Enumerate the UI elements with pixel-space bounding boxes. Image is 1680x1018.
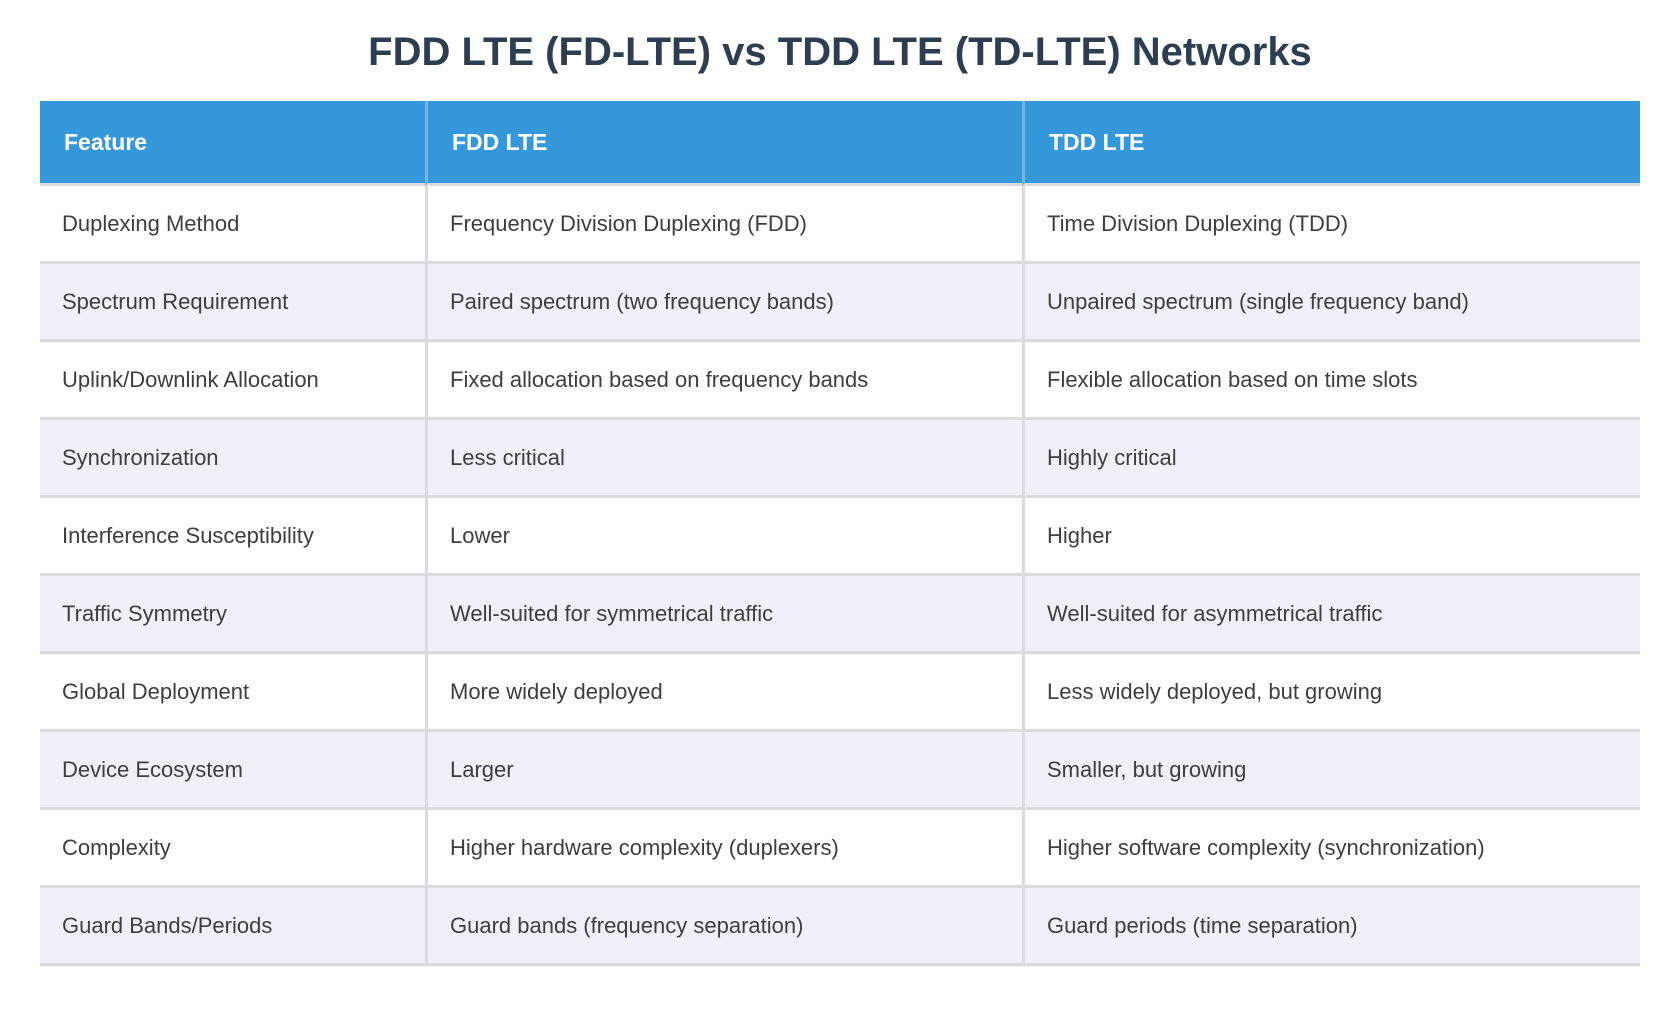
table-row: Guard Bands/Periods Guard bands (frequen… [40, 888, 1640, 966]
tdd-value-cell: Guard periods (time separation) [1022, 888, 1640, 966]
tdd-value-cell: Flexible allocation based on time slots [1022, 342, 1640, 420]
tdd-value-cell: Less widely deployed, but growing [1022, 654, 1640, 732]
feature-cell: Spectrum Requirement [40, 264, 425, 342]
table-row: Global Deployment More widely deployed L… [40, 654, 1640, 732]
feature-cell: Device Ecosystem [40, 732, 425, 810]
fdd-value-cell: Guard bands (frequency separation) [425, 888, 1022, 966]
header-cell-fdd-lte: FDD LTE [425, 101, 1022, 186]
table-row: Duplexing Method Frequency Division Dupl… [40, 186, 1640, 264]
table-row: Interference Susceptibility Lower Higher [40, 498, 1640, 576]
tdd-value-cell: Highly critical [1022, 420, 1640, 498]
fdd-value-cell: Well-suited for symmetrical traffic [425, 576, 1022, 654]
page-title: FDD LTE (FD-LTE) vs TDD LTE (TD-LTE) Net… [368, 30, 1312, 74]
table-row: Spectrum Requirement Paired spectrum (tw… [40, 264, 1640, 342]
fdd-value-cell: Higher hardware complexity (duplexers) [425, 810, 1022, 888]
fdd-value-cell: More widely deployed [425, 654, 1022, 732]
fdd-value-cell: Larger [425, 732, 1022, 810]
fdd-value-cell: Fixed allocation based on frequency band… [425, 342, 1022, 420]
table-row: Uplink/Downlink Allocation Fixed allocat… [40, 342, 1640, 420]
feature-cell: Duplexing Method [40, 186, 425, 264]
table-body: Duplexing Method Frequency Division Dupl… [40, 186, 1640, 966]
tdd-value-cell: Smaller, but growing [1022, 732, 1640, 810]
table-row: Complexity Higher hardware complexity (d… [40, 810, 1640, 888]
tdd-value-cell: Unpaired spectrum (single frequency band… [1022, 264, 1640, 342]
header-row: Feature FDD LTE TDD LTE [40, 101, 1640, 186]
feature-cell: Interference Susceptibility [40, 498, 425, 576]
feature-cell: Global Deployment [40, 654, 425, 732]
feature-cell: Guard Bands/Periods [40, 888, 425, 966]
fdd-value-cell: Less critical [425, 420, 1022, 498]
tdd-value-cell: Well-suited for asymmetrical traffic [1022, 576, 1640, 654]
tdd-value-cell: Higher [1022, 498, 1640, 576]
fdd-value-cell: Lower [425, 498, 1022, 576]
feature-cell: Complexity [40, 810, 425, 888]
header-cell-tdd-lte: TDD LTE [1022, 101, 1640, 186]
feature-cell: Synchronization [40, 420, 425, 498]
table-row: Synchronization Less critical Highly cri… [40, 420, 1640, 498]
tdd-value-cell: Time Division Duplexing (TDD) [1022, 186, 1640, 264]
feature-cell: Traffic Symmetry [40, 576, 425, 654]
fdd-value-cell: Paired spectrum (two frequency bands) [425, 264, 1022, 342]
feature-cell: Uplink/Downlink Allocation [40, 342, 425, 420]
comparison-table: Feature FDD LTE TDD LTE Duplexing Method… [40, 101, 1640, 966]
header-cell-feature: Feature [40, 101, 425, 186]
tdd-value-cell: Higher software complexity (synchronizat… [1022, 810, 1640, 888]
table-row: Traffic Symmetry Well-suited for symmetr… [40, 576, 1640, 654]
table-row: Device Ecosystem Larger Smaller, but gro… [40, 732, 1640, 810]
fdd-value-cell: Frequency Division Duplexing (FDD) [425, 186, 1022, 264]
